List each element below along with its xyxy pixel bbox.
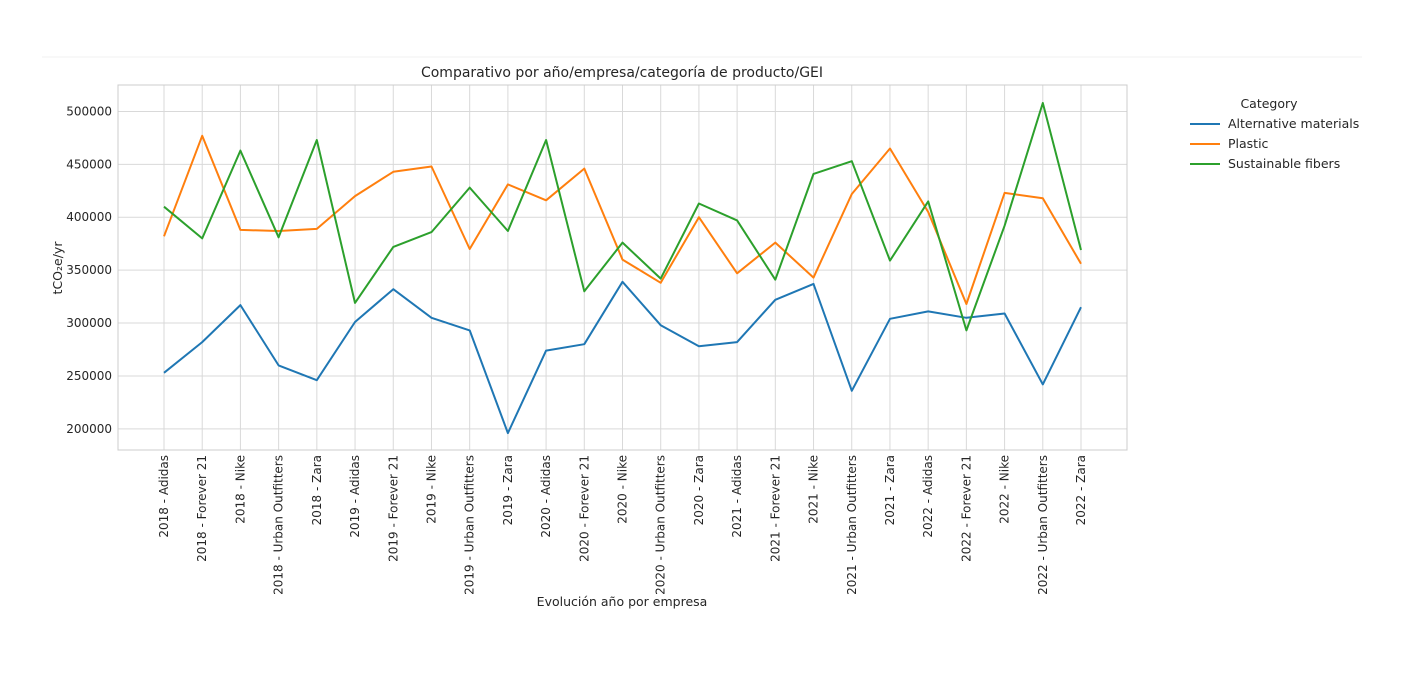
x-tick-label: 2021 - Nike (807, 455, 821, 524)
series-line-plastic (163, 134, 1082, 305)
x-tick-label: 2021 - Zara (883, 455, 897, 525)
legend-title: Category (1240, 96, 1298, 111)
x-tick-label: 2019 - Forever 21 (386, 455, 400, 562)
chart-title: Comparativo por año/empresa/categoría de… (421, 65, 823, 81)
x-tick-label: 2020 - Urban Outfitters (654, 455, 668, 595)
y-tick-label: 300000 (66, 316, 112, 330)
x-tick-label: 2020 - Forever 21 (577, 455, 591, 562)
y-tick-label: 450000 (66, 157, 112, 171)
x-tick-label: 2019 - Zara (501, 455, 515, 525)
x-tick-label: 2019 - Adidas (348, 455, 362, 538)
x-tick-label: 2018 - Urban Outfitters (272, 455, 286, 595)
x-tick-label: 2022 - Zara (1074, 455, 1088, 525)
x-tick-label: 2018 - Zara (310, 455, 324, 525)
x-tick-label: 2022 - Nike (998, 455, 1012, 524)
y-axis-ticks: 200000 250000 300000 350000 400000 450000 5000… (66, 104, 112, 435)
x-tick-label: 2022 - Adidas (921, 455, 935, 538)
x-tick-label: 2020 - Nike (616, 455, 630, 524)
y-tick-label: 500000 (66, 104, 112, 118)
legend-label: Alternative materials (1228, 116, 1359, 131)
x-tick-label: 2021 - Forever 21 (768, 455, 782, 562)
y-tick-label: 200000 (66, 422, 112, 436)
y-tick-label: 350000 (66, 263, 112, 277)
x-tick-label: 2021 - Adidas (730, 455, 744, 538)
x-tick-label: 2019 - Urban Outfitters (463, 455, 477, 595)
x-tick-label: 2020 - Zara (692, 455, 706, 525)
series-lines (163, 102, 1082, 435)
x-tick-label: 2018 - Forever 21 (195, 455, 209, 562)
x-tick-label: 2020 - Adidas (539, 455, 553, 538)
x-tick-label: 2018 - Nike (233, 455, 247, 524)
legend-label: Sustainable fibers (1228, 156, 1340, 171)
x-tick-label: 2018 - Adidas (157, 455, 171, 538)
y-tick-label: 400000 (66, 210, 112, 224)
x-tick-label: 2019 - Nike (424, 455, 438, 524)
plot-frame (117, 84, 1128, 451)
x-tick-label: 2022 - Urban Outfitters (1036, 455, 1050, 595)
x-axis-title: Evolución año por empresa (537, 594, 708, 609)
x-tick-label: 2022 - Forever 21 (959, 455, 973, 562)
x-tick-label: 2021 - Urban Outfitters (845, 455, 859, 595)
y-axis-title: tCO₂e/yr (50, 241, 65, 295)
series-line-alternative-materials (163, 280, 1082, 435)
legend: Category Alternative materials Plastic Sus… (1190, 96, 1359, 171)
y-tick-label: 250000 (66, 369, 112, 383)
x-axis-ticks: 2018 - Adidas 2018 - Forever 21 2018 - Nik… (157, 455, 1088, 595)
series-line-sustainable-fibers (163, 102, 1082, 332)
legend-label: Plastic (1228, 136, 1269, 151)
grid (118, 85, 1127, 450)
